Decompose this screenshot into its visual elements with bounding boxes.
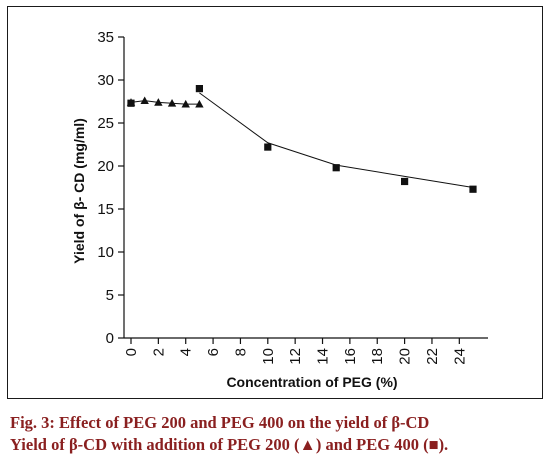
y-tick-label: 0 — [106, 330, 114, 347]
square-marker — [264, 143, 272, 151]
triangle-marker — [195, 99, 204, 108]
figure-caption: Fig. 3: Effect of PEG 200 and PEG 400 on… — [10, 412, 545, 456]
square-marker — [127, 99, 135, 107]
triangle-marker — [154, 98, 163, 106]
x-tick-label: 14 — [315, 348, 332, 365]
x-tick-label: 18 — [369, 348, 386, 365]
triangle-marker — [181, 99, 190, 108]
square-marker — [469, 185, 477, 193]
x-tick-label: 0 — [123, 348, 140, 356]
y-tick-label: 30 — [97, 72, 114, 89]
triangle-marker — [140, 96, 149, 104]
figure-frame: 0 5 10 15 20 25 30 35 0 2 4 6 8 10 12 14 16 18 20 22 24 Yie… — [7, 6, 543, 399]
plot-area — [124, 37, 484, 339]
x-tick-label: 8 — [232, 348, 249, 356]
triangle-marker — [167, 99, 177, 107]
x-axis-title: Concentration of PEG (%) — [226, 374, 397, 390]
caption-line-1: Fig. 3: Effect of PEG 200 and PEG 400 on… — [10, 413, 430, 432]
square-marker — [332, 164, 340, 172]
x-tick-label: 4 — [178, 348, 195, 356]
square-marker — [401, 177, 409, 186]
x-tick-label: 6 — [205, 348, 222, 356]
x-tick-label: 22 — [424, 348, 441, 365]
square-marker — [195, 85, 203, 93]
y-tick-label: 15 — [97, 201, 114, 218]
x-tick-label: 12 — [287, 348, 304, 365]
y-tick-label: 25 — [97, 115, 114, 132]
x-tick-label: 10 — [260, 348, 277, 365]
x-tick-label: 20 — [397, 348, 414, 365]
y-tick-label: 10 — [97, 244, 114, 261]
y-tick-label: 5 — [106, 287, 114, 304]
x-tick-label: 2 — [150, 348, 167, 356]
x-tick-label: 16 — [342, 348, 359, 365]
y-axis-title: Yield of β- CD (mg/ml) — [71, 118, 87, 264]
y-tick-label: 20 — [97, 158, 114, 175]
caption-line-2: Yield of β-CD with addition of PEG 200 (… — [10, 435, 449, 454]
y-tick-label: 35 — [97, 29, 114, 46]
x-tick-label: 24 — [451, 348, 468, 365]
